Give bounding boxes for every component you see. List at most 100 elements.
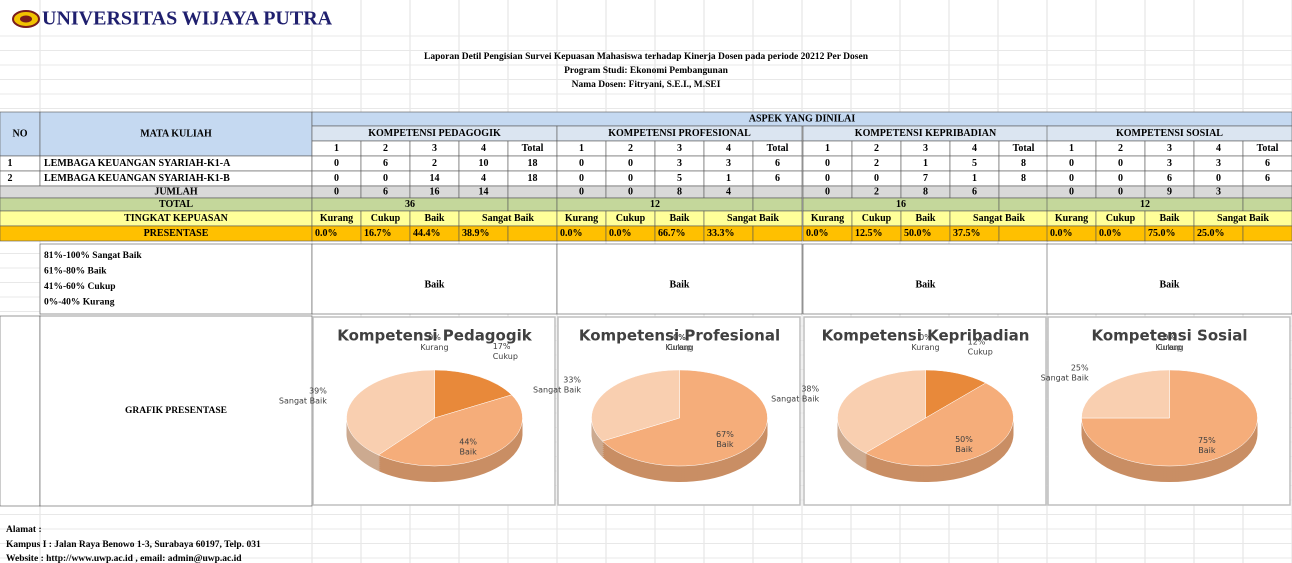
data-value: 6 [1265, 158, 1270, 169]
data-value: 14 [430, 173, 440, 184]
data-value: 0 [825, 173, 830, 184]
pie-value-label: 44% [459, 438, 477, 447]
pie-title: Kompetensi Pedagogik [337, 327, 532, 345]
course-name: LEMBAGA KEUANGAN SYARIAH-K1-A [44, 158, 231, 169]
level-name: Cukup [616, 213, 646, 224]
pie-value-label: 17% [493, 342, 511, 351]
chart-cell [39, 315, 313, 507]
percent-label: PRESENTASE [144, 228, 209, 239]
pie-category-label: Baik [716, 440, 734, 449]
data-value: 0 [1069, 173, 1074, 184]
percent-value: 0.0% [560, 228, 583, 239]
data-value: 3 [677, 158, 682, 169]
jumlah-value: 0 [579, 186, 584, 197]
data-value: 0 [825, 158, 830, 169]
campus-address: Kampus I : Jalan Raya Benowo 1-3, Suraba… [6, 540, 261, 550]
col-number: 3 [677, 143, 682, 154]
pie-value-label: 33% [563, 376, 581, 385]
scale-item: 61%-80% Baik [44, 267, 107, 277]
pie-value-label: 0% [428, 333, 441, 342]
pie-slice [434, 369, 513, 419]
result-cell [1046, 243, 1292, 315]
pie-slice [864, 382, 1014, 467]
data-value: 0 [1216, 173, 1221, 184]
scale-item: 81%-100% Sangat Baik [44, 251, 142, 261]
pie-value-label: 0% [1163, 333, 1176, 342]
result: Baik [669, 279, 689, 290]
result-cell [802, 243, 1049, 315]
jumlah-cell [998, 185, 1049, 199]
pie-category-label: Sangat Baik [771, 395, 819, 404]
percent-value: 66.7% [658, 228, 686, 239]
data-value: 6 [775, 158, 780, 169]
data-value: 8 [1021, 158, 1026, 169]
pie-value-label: 25% [1071, 363, 1089, 372]
data-value: 10 [479, 158, 489, 169]
jumlah-value: 6 [972, 186, 977, 197]
university-name: UNIVERSITAS WIJAYA PUTRA [42, 8, 333, 30]
total-cell [0, 197, 313, 212]
jumlah-cell [752, 185, 803, 199]
data-value: 3 [726, 158, 731, 169]
scale-item: 41%-60% Cukup [44, 282, 116, 292]
percent-value: 50.0% [904, 228, 932, 239]
col-number: 2 [1118, 143, 1123, 154]
pie-value-label: 39% [309, 386, 327, 395]
total-cell [1242, 197, 1292, 212]
level-name: Cukup [862, 213, 892, 224]
col-number: 1 [825, 143, 830, 154]
data-value: 2 [874, 158, 879, 169]
jumlah-value: 8 [677, 186, 682, 197]
row-cell [0, 170, 41, 187]
pie-value-label: 0% [673, 333, 686, 342]
jumlah-value: 14 [479, 186, 489, 197]
pie-category-label: Cukup [968, 347, 993, 356]
pie-slice [591, 369, 680, 442]
pie-category-label: Kurang [911, 343, 939, 352]
jumlah-cell [1242, 185, 1292, 199]
scale-item: 0%-40% Kurang [44, 298, 115, 308]
data-value: 3 [1216, 158, 1221, 169]
website: Website : http://www.uwp.ac.id , email: … [6, 554, 242, 563]
jumlah-cell [507, 185, 558, 199]
col-number: 4 [481, 143, 486, 154]
pie-category-label: Cukup [493, 352, 518, 361]
program: Program Studi: Ekonomi Pembangunan [564, 66, 728, 76]
percent-value: 33.3% [707, 228, 735, 239]
pie-slice [377, 394, 523, 467]
percent-value: 0.0% [609, 228, 632, 239]
level-name: Cukup [1106, 213, 1136, 224]
level-name: Baik [915, 213, 935, 224]
data-value: 0 [334, 158, 339, 169]
pie-value-label: 0% [673, 333, 686, 342]
percent-value: 75.0% [1148, 228, 1176, 239]
col-number: 2 [628, 143, 633, 154]
data-value: 0 [1118, 158, 1123, 169]
pie-value-label: 50% [955, 435, 973, 444]
pie-category-label: Sangat Baik [533, 386, 581, 395]
level-name: Sangat Baik [482, 213, 534, 224]
col-number: 4 [726, 143, 731, 154]
jumlah-value: 16 [430, 186, 440, 197]
total-value: 12 [650, 199, 660, 210]
percent-value: 25.0% [1197, 228, 1225, 239]
data-value: 18 [528, 173, 538, 184]
col-number: 1 [579, 143, 584, 154]
header-course: MATA KULIAH [140, 128, 212, 139]
level-label: TINGKAT KEPUASAN [124, 213, 229, 224]
level-name: Baik [424, 213, 444, 224]
col-number: Total [1257, 143, 1279, 154]
data-value: 4 [481, 173, 486, 184]
address-label: Alamat : [6, 525, 42, 535]
data-value: 0 [628, 173, 633, 184]
pie-category-label: Baik [460, 448, 478, 457]
col-number: 1 [1069, 143, 1074, 154]
data-value: 8 [1021, 173, 1026, 184]
level-name: Sangat Baik [973, 213, 1025, 224]
pie-value-label: 38% [801, 385, 819, 394]
pie-slice [837, 369, 926, 454]
data-value: 0 [334, 173, 339, 184]
data-value: 18 [528, 158, 538, 169]
col-number: Total [522, 143, 544, 154]
percent-cell [998, 225, 1049, 242]
